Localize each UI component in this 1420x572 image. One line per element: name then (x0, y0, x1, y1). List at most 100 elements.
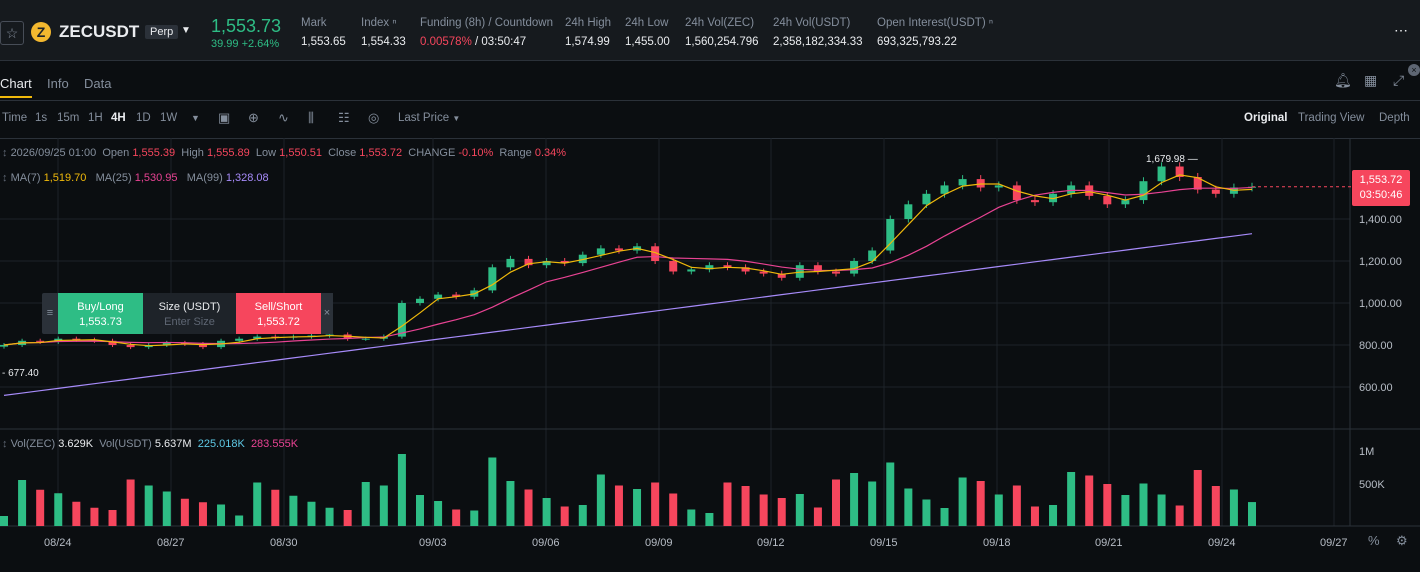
candle-up (795, 265, 804, 278)
candle-up (868, 250, 877, 261)
candle-down (452, 294, 461, 297)
crosshair-icon[interactable]: ⊕ (248, 110, 259, 125)
volume-bar (868, 481, 877, 526)
interval-time[interactable]: Time (2, 112, 28, 124)
alert-bell-icon[interactable]: 🔔︎ (1334, 72, 1352, 88)
vol-quote-value: 5.637M (154, 438, 192, 450)
interval-1s[interactable]: 1s (35, 112, 48, 124)
interval-15m[interactable]: 15m (57, 112, 80, 124)
volume-bar (1175, 505, 1184, 526)
volume-tick-label: 1M (1359, 446, 1374, 458)
interval-1w[interactable]: 1W (160, 112, 178, 124)
interval-1d[interactable]: 1D (136, 112, 151, 124)
interval-dropdown-icon[interactable]: ▼ (191, 113, 200, 123)
candle-down (669, 261, 678, 272)
view-depth[interactable]: Depth (1379, 112, 1410, 124)
candle-up (1067, 185, 1076, 194)
volume-bar (126, 479, 135, 526)
candle-down (36, 340, 45, 342)
volume-bar (217, 504, 226, 526)
tab-data[interactable]: Data (84, 76, 112, 91)
volume-bar (578, 505, 587, 526)
price-source-caret-icon: ▼ (452, 114, 461, 123)
ohlc-close: 1,553.72 (359, 147, 403, 159)
candle-up (397, 303, 406, 337)
candle-down (108, 340, 117, 345)
ma7-value: 1,519.70 (43, 172, 87, 184)
candle-up (687, 269, 696, 272)
candle-type-icon[interactable]: ⫼ (308, 110, 314, 125)
candle-up (416, 298, 424, 303)
candle-up (361, 338, 370, 340)
candlestick-chart[interactable]: 600.00 800.00 1,000.00 1,200.00 1,400.00 08/2… (0, 138, 1420, 572)
volume-bar (1157, 494, 1166, 526)
date-tick-label: 08/27 (157, 537, 185, 549)
date-tick-label: 08/24 (44, 537, 72, 549)
active-tab-underline (0, 96, 32, 98)
view-original[interactable]: Original (1244, 112, 1288, 124)
volume-bar (0, 516, 8, 526)
tab-info[interactable]: Info (47, 76, 69, 91)
more-menu-icon[interactable]: ⋯ (1394, 22, 1409, 38)
candle-up (162, 342, 171, 345)
calendar-icon[interactable]: ▣ (218, 110, 231, 125)
volume-bar (542, 498, 551, 526)
tab-chart[interactable]: Chart (0, 76, 32, 91)
symbol-dropdown-icon[interactable]: ▼ (181, 25, 191, 36)
candle-down (813, 265, 822, 272)
favorite-star-icon[interactable]: ☆ (0, 21, 24, 45)
indicator-icon[interactable]: ∿ (278, 110, 289, 125)
volume-bar (1103, 484, 1112, 526)
percent-scale-icon[interactable]: % (1368, 533, 1380, 548)
price-source-select[interactable]: Last Price ▼ (398, 112, 461, 124)
target-icon[interactable]: ◎ (368, 110, 380, 125)
layout-grid-icon[interactable]: ▦ (1364, 72, 1378, 88)
interval-1h[interactable]: 1H (88, 112, 103, 124)
size-input[interactable]: Size (USDT) Enter Size (143, 293, 236, 334)
volume-bar (1193, 470, 1202, 526)
symbol-name[interactable]: ZECUSDT (59, 22, 140, 41)
volume-bar (434, 501, 443, 526)
volume-bar (470, 510, 479, 526)
date-tick-label: 09/09 (645, 537, 673, 549)
volume-bar (614, 485, 623, 526)
stat-index[interactable]: Index ⁿ 1,554.33 (361, 17, 406, 48)
volume-bar (596, 474, 605, 526)
volume-tick-label: 500K (1359, 479, 1385, 491)
ma25-line (3, 186, 1253, 346)
candle-up (1157, 166, 1166, 182)
ma-legend: ↕ MA(7) 1,519.70 MA(25) 1,530.95 MA(99) … (2, 172, 269, 184)
ticker-bar (0, 0, 1420, 61)
volume-bar (198, 502, 207, 526)
candle-up (958, 179, 967, 186)
view-trading-view[interactable]: Trading View (1298, 112, 1365, 124)
stat-24h-low: 24h Low 1,455.00 (625, 17, 670, 48)
order-widget-drag-handle[interactable]: ≡ (42, 293, 58, 334)
ohlc-open: 1,555.39 (132, 147, 176, 159)
volume-bar (253, 482, 262, 526)
volume-bar (54, 493, 63, 526)
order-widget-close-icon[interactable]: × (321, 293, 333, 334)
candle-up (922, 193, 931, 205)
candle-up (253, 336, 262, 339)
candle-up (1121, 200, 1130, 205)
date-tick-label: 09/15 (870, 537, 898, 549)
chart-settings-icon[interactable]: ⚙ (1396, 533, 1408, 548)
low-marker-label: - 677.40 (2, 368, 39, 379)
buy-long-button[interactable]: Buy/Long 1,553.73 (58, 293, 143, 334)
volume-bar (958, 477, 967, 526)
ohlc-change: -0.10% (458, 147, 494, 159)
last-price: 1,553.73 (211, 16, 282, 36)
close-circle-icon[interactable]: × (1408, 64, 1420, 76)
volume-bar (1085, 475, 1094, 526)
price-tick-label: 600.00 (1359, 382, 1393, 394)
ohlc-range: 0.34% (534, 147, 567, 159)
stat-open-interest[interactable]: Open Interest(USDT) ⁿ 693,325,793.22 (877, 17, 994, 48)
volume-bar (416, 495, 424, 526)
price-tick-label: 1,000.00 (1359, 298, 1402, 310)
expand-icon[interactable]: ⤢ (1393, 72, 1405, 88)
volume-bar (397, 454, 406, 526)
interval-4h[interactable]: 4H (111, 112, 126, 124)
settings-list-icon[interactable]: ☷ (338, 110, 350, 125)
sell-short-button[interactable]: Sell/Short 1,553.72 (236, 293, 321, 334)
